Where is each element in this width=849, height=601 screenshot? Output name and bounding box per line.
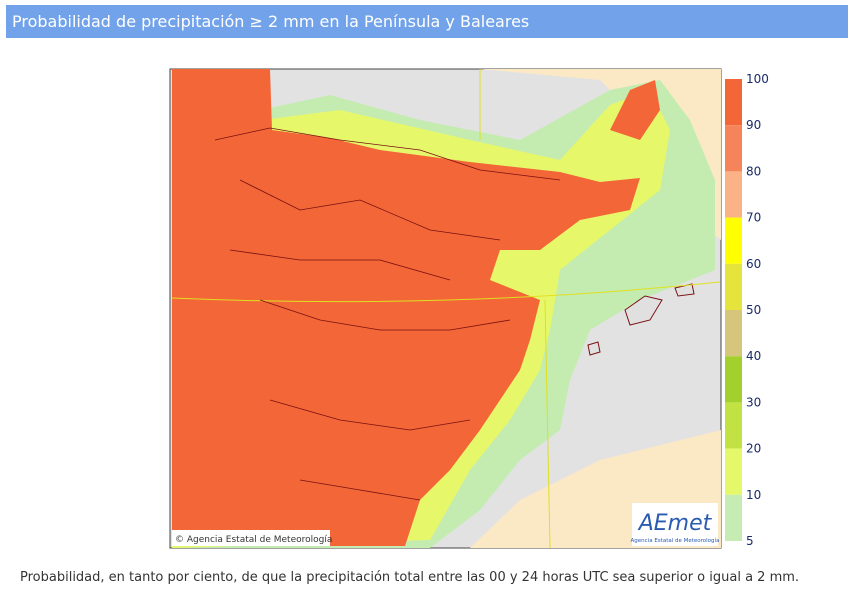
logo-subtitle: Agencia Estatal de Meteorología [631, 537, 720, 544]
legend-tick-label: 40 [746, 349, 761, 363]
legend-band [725, 402, 742, 449]
legend-band [725, 448, 742, 495]
map-figure: © Agencia Estatal de Meteorología AEmet … [169, 68, 769, 549]
legend-tick-label: 10 [746, 488, 761, 502]
legend-band [725, 171, 742, 218]
legend-band [725, 125, 742, 172]
legend-band [725, 79, 742, 126]
legend-band [725, 356, 742, 403]
meridian-line [479, 69, 551, 549]
legend-tick-label: 20 [746, 442, 761, 456]
legend-tick-label: 30 [746, 395, 761, 409]
caption: Probabilidad, en tanto por ciento, de qu… [20, 570, 800, 585]
copyright-box [172, 530, 330, 546]
header-title: Probabilidad de precipitación ≥ 2 mm en … [6, 5, 848, 38]
legend-tick-label: 80 [746, 164, 761, 178]
high-probability-area-east [610, 80, 660, 140]
logo: AEmet [637, 511, 713, 536]
copyright: © Agencia Estatal de Meteorología [175, 535, 332, 545]
province-borders [214, 127, 561, 501]
legend-tick-label: 70 [746, 211, 761, 225]
parallel-line [171, 281, 721, 303]
legend-tick-label: 5 [746, 534, 754, 548]
legend-tick-label: 100 [746, 72, 769, 86]
legend-tick-label: 50 [746, 303, 761, 317]
legend-band [725, 494, 742, 541]
high-probability-area [172, 69, 640, 546]
legend: 100 90 80 70 60 50 40 30 20 10 5 [725, 72, 769, 548]
legend-band [725, 310, 742, 357]
legend-band [725, 263, 742, 310]
logo-box [632, 503, 718, 546]
legend-tick-label: 60 [746, 257, 761, 271]
legend-tick-label: 90 [746, 118, 761, 132]
legend-band [725, 217, 742, 264]
